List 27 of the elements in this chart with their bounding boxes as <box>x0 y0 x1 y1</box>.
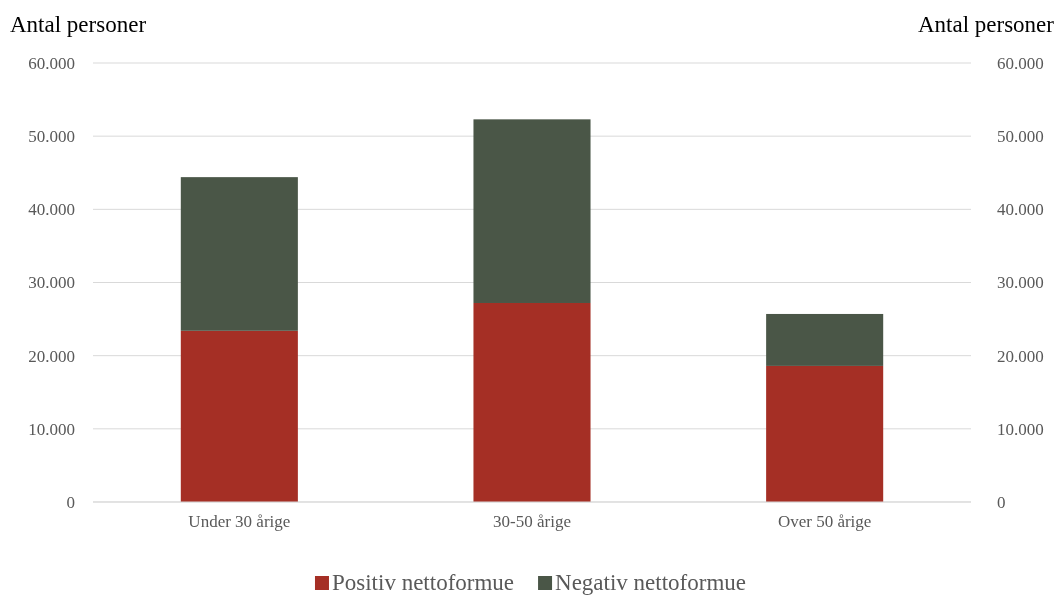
y2-tick-label: 40.000 <box>997 200 1044 220</box>
y-tick-label: 50.000 <box>28 127 75 147</box>
y2-tick-label: 10.000 <box>997 419 1044 439</box>
y2-axis-title: Antal personer <box>917 12 1055 37</box>
y-tick-label: 40.000 <box>28 200 75 220</box>
y2-tick-label: 20.000 <box>997 346 1044 366</box>
legend-label: Positiv nettoformue <box>331 570 515 595</box>
y2-tick-label: 50.000 <box>997 127 1044 147</box>
y-tick-label: 30.000 <box>28 273 75 293</box>
y-tick-label: 10.000 <box>28 419 75 439</box>
bar <box>766 365 884 502</box>
x-tick-label: Over 50 årige <box>777 512 872 532</box>
legend-label: Negativ nettoformue <box>555 570 747 595</box>
y-tick-label: 20.000 <box>28 346 75 366</box>
y2-tick-label: 30.000 <box>997 273 1044 293</box>
bar <box>473 119 591 303</box>
y-tick-label: 60.000 <box>28 53 75 73</box>
bar <box>180 330 298 502</box>
bar <box>473 302 591 502</box>
bar <box>180 177 298 331</box>
x-tick-label: 30-50 årige <box>493 512 571 532</box>
bar <box>766 313 884 366</box>
y-axis-title: Antal personer <box>10 12 147 37</box>
x-tick-label: Under 30 årige <box>188 512 291 532</box>
y-tick-label: 0 <box>66 492 75 512</box>
y2-tick-label: 60.000 <box>997 53 1044 73</box>
y2-tick-label: 0 <box>997 492 1006 512</box>
